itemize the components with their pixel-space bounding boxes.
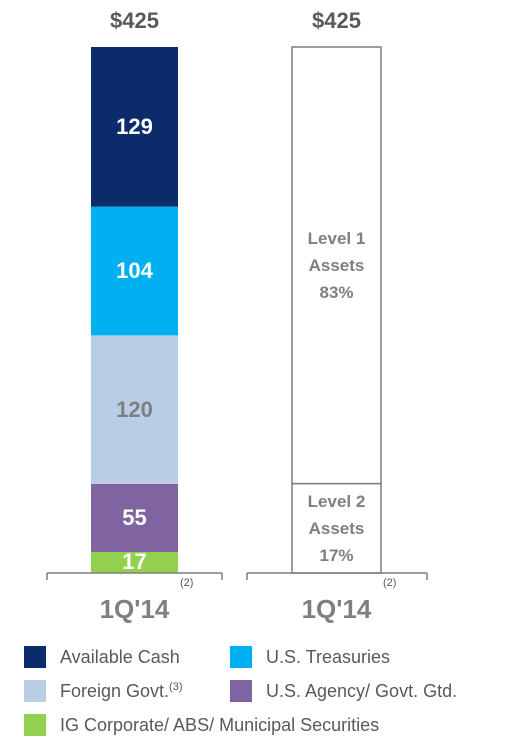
legend-label: U.S. Treasuries xyxy=(266,647,390,668)
bar-segment xyxy=(91,551,178,573)
legend-text: Available Cash xyxy=(60,647,180,667)
category-note: (2) xyxy=(383,577,397,589)
legend-label: IG Corporate/ ABS/ Municipal Securities xyxy=(60,715,379,736)
segment-label: 120 xyxy=(116,396,153,422)
legend-swatch xyxy=(230,646,252,668)
legend-swatch xyxy=(230,680,252,702)
legend-text: IG Corporate/ ABS/ Municipal Securities xyxy=(60,715,380,735)
category-label: 1Q'14 xyxy=(99,594,170,624)
bar-segment xyxy=(91,335,178,484)
bar-segment xyxy=(291,46,382,485)
segment-label: 104 xyxy=(116,258,153,283)
segment-label: 17 xyxy=(122,549,147,575)
bar-segment xyxy=(91,47,178,207)
segment-label: 55 xyxy=(122,504,147,530)
segment-label: Level 1 Assets 83% xyxy=(292,225,381,306)
legend-text: U.S. Agency/ Govt. Gtd. xyxy=(266,681,458,701)
segment-value: 83% xyxy=(319,283,354,303)
legend-swatch xyxy=(24,680,46,702)
legend-label: Available Cash xyxy=(60,647,180,668)
segment-label: 129 xyxy=(116,113,153,139)
segment-name: Level 1 Assets xyxy=(307,229,366,276)
total-label: $425 xyxy=(110,8,159,33)
segment-value: 17% xyxy=(319,546,354,566)
legend-label: U.S. Agency/ Govt. Gtd. xyxy=(266,681,457,702)
legend-text: U.S. Treasuries xyxy=(266,647,391,667)
bar-segment xyxy=(291,482,382,574)
bar-segment xyxy=(91,483,178,552)
legend-label: Foreign Govt.(3) xyxy=(60,681,183,702)
bar-segment xyxy=(91,206,178,336)
legend-swatch xyxy=(24,714,46,736)
legend-swatch xyxy=(24,646,46,668)
category-note: (2) xyxy=(180,577,194,589)
segment-label: Level 2 Assets 17% xyxy=(292,488,381,569)
segment-name: Level 2 Assets xyxy=(307,492,366,539)
total-label: $425 xyxy=(312,8,361,33)
category-label: 1Q'14 xyxy=(301,594,372,624)
legend-text: Foreign Govt. xyxy=(60,681,170,701)
legend-note: (3) xyxy=(169,681,183,693)
